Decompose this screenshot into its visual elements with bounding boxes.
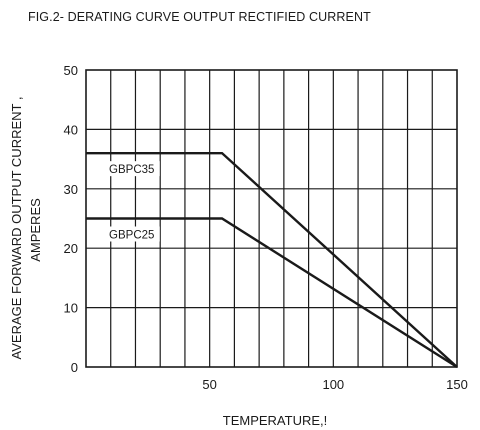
curve-label-background: [103, 161, 160, 177]
y-tick-label: 0: [71, 360, 78, 375]
curve-labels: GBPC35 GBPC25: [103, 161, 160, 242]
y-tick-label: 30: [64, 182, 78, 197]
curve-label-background: [103, 226, 160, 242]
y-axis-label-unit: AMPERES: [28, 198, 43, 262]
x-tick-label: 100: [322, 377, 344, 392]
x-tick-label: 150: [446, 377, 468, 392]
curve-label-gbpc25: GBPC25: [109, 230, 154, 242]
y-tick-label: 40: [64, 122, 78, 137]
curve-label-gbpc35: GBPC35: [109, 164, 154, 176]
series-lines: [86, 151, 458, 369]
tick-labels: 0 10 20 30 40 50 50 100 150: [64, 63, 468, 392]
y-axis-label: AVERAGE FORWARD OUTPUT CURRENT ,: [9, 97, 24, 360]
y-tick-label: 50: [64, 63, 78, 78]
y-tick-label: 20: [64, 241, 78, 256]
chart-title: FIG.2- DERATING CURVE OUTPUT RECTIFIED C…: [28, 10, 371, 24]
plot-frame: [85, 69, 458, 368]
x-axis-label: TEMPERATURE,!: [223, 413, 328, 428]
x-tick-label: 50: [202, 377, 216, 392]
y-tick-label: 10: [64, 301, 78, 316]
series-line-gbpc35: [86, 151, 458, 368]
series-line-gbpc25: [86, 217, 458, 369]
